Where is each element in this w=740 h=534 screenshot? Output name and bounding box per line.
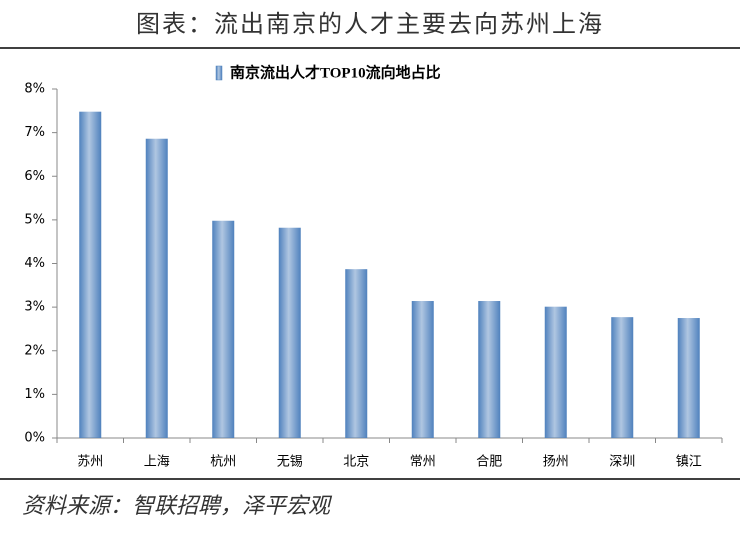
x-tick-label: 上海 [144, 455, 170, 470]
chart-title: 图表：流出南京的人才主要去向苏州上海 [136, 10, 604, 38]
y-tick-label: 7% [24, 125, 45, 140]
y-tick-label: 1% [24, 387, 45, 402]
y-tick-label: 6% [24, 169, 45, 184]
x-tick-label: 常州 [410, 455, 436, 470]
bar [611, 317, 634, 438]
bar [345, 269, 368, 438]
y-tick-label: 8% [24, 82, 45, 97]
bar [278, 227, 301, 438]
legend-label: 南京流出人才TOP10流向地占比 [230, 63, 441, 81]
y-tick-label: 3% [24, 300, 45, 315]
x-tick-label: 无锡 [277, 455, 303, 470]
x-tick-label: 杭州 [210, 455, 236, 470]
bar [478, 301, 501, 438]
y-tick-label: 2% [24, 343, 45, 358]
bar [79, 111, 102, 438]
bar [411, 301, 434, 438]
y-tick-label: 5% [24, 212, 45, 227]
x-tick-label: 合肥 [476, 455, 502, 470]
source-note: 资料来源：智联招聘，泽平宏观 [22, 494, 333, 519]
x-tick-label: 扬州 [543, 455, 569, 470]
y-tick-label: 4% [24, 256, 45, 271]
x-tick-label: 苏州 [77, 454, 103, 470]
x-tick-label: 镇江 [676, 455, 702, 470]
x-tick-label: 深圳 [609, 455, 635, 470]
y-tick-label: 0% [24, 431, 45, 446]
legend-swatch [215, 65, 223, 81]
x-tick-label: 北京 [343, 455, 369, 470]
bar [145, 138, 168, 439]
bar [544, 306, 567, 438]
bar [212, 220, 235, 438]
bar [677, 318, 700, 438]
